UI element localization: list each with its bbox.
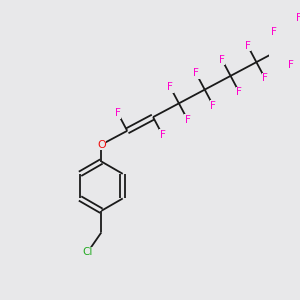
Text: F: F [262, 74, 268, 83]
Text: Cl: Cl [82, 248, 93, 257]
Text: F: F [193, 68, 199, 78]
Text: F: F [160, 130, 165, 140]
Text: F: F [245, 41, 251, 51]
Text: F: F [115, 108, 121, 118]
Text: F: F [236, 87, 242, 97]
Text: F: F [211, 101, 216, 111]
Text: F: F [167, 82, 173, 92]
Text: F: F [184, 115, 190, 125]
Text: F: F [296, 14, 300, 23]
Text: F: F [288, 60, 294, 70]
Text: O: O [97, 140, 106, 150]
Text: F: F [271, 27, 277, 37]
Text: F: F [219, 55, 225, 64]
